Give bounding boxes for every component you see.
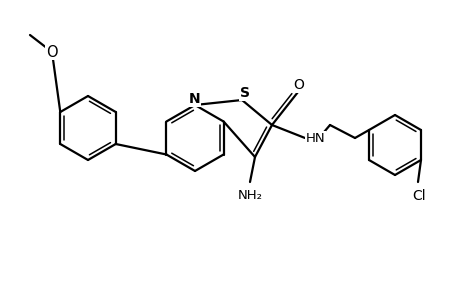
Text: S: S [240,86,249,100]
Text: HN: HN [305,131,325,145]
Text: O: O [293,78,304,92]
Text: N: N [189,92,201,106]
Text: Cl: Cl [411,189,425,203]
Text: O: O [46,44,58,59]
Text: NH₂: NH₂ [237,189,262,202]
